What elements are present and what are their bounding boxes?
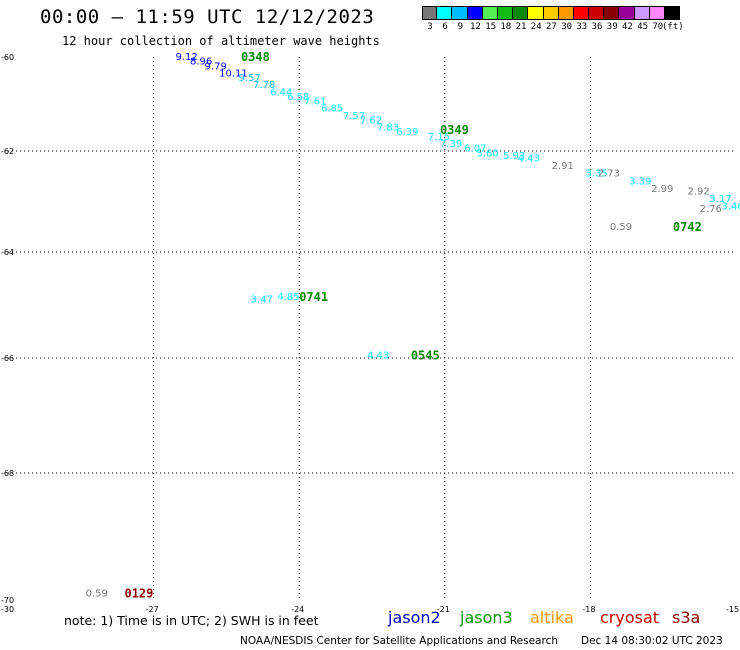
lat-tick-label: -60 xyxy=(1,53,14,62)
color-swatch xyxy=(437,6,453,20)
swh-value-label: 2.76 xyxy=(700,204,722,215)
swh-value-label: 7.61 xyxy=(304,97,326,108)
lon-tick-label: -15 xyxy=(726,605,739,614)
swh-value-label: 3.39 xyxy=(629,176,651,187)
color-swatch xyxy=(589,6,605,20)
color-scale-label: 36 xyxy=(591,22,603,32)
map-subtitle: 12 hour collection of altimeter wave hei… xyxy=(62,34,380,48)
color-scale-bar xyxy=(422,6,681,20)
swh-value-label: 3.35 xyxy=(586,169,608,180)
color-swatch xyxy=(452,6,468,20)
footer-note: note: 1) Time is in UTC; 2) SWH is in fe… xyxy=(64,613,319,628)
swh-value-label: 2.91 xyxy=(552,161,574,172)
legend-item-cryosat: cryosat xyxy=(600,608,660,627)
swh-value-label: 3.47 xyxy=(251,295,273,306)
color-scale-label: 24 xyxy=(530,22,542,32)
swh-value-label: 2.73 xyxy=(598,169,620,180)
legend-item-s3a: s3a xyxy=(672,608,701,627)
swh-value-label: 6.07 xyxy=(464,144,486,155)
swh-value-label: 9.79 xyxy=(205,61,227,72)
swh-value-label: 2.92 xyxy=(687,186,709,197)
swh-value-label: 7.15 xyxy=(428,132,450,143)
pass-time-label: 0741 xyxy=(299,290,328,304)
lon-tick-label: -30 xyxy=(1,605,14,614)
color-scale-label: 15 xyxy=(485,22,497,32)
swh-value-label: 9.12 xyxy=(175,52,197,63)
color-swatch xyxy=(467,6,483,20)
color-swatch xyxy=(619,6,635,20)
color-swatch xyxy=(634,6,650,20)
swh-value-label: 7.57 xyxy=(343,111,365,122)
color-swatch xyxy=(422,6,438,20)
swh-value-label: 5.60 xyxy=(476,149,498,160)
swh-value-label: 3.46 xyxy=(721,202,740,213)
lat-tick-label: -62 xyxy=(1,147,14,156)
pass-time-label: 0348 xyxy=(241,50,270,64)
color-swatch xyxy=(543,6,559,20)
color-scale-label: 39 xyxy=(606,22,618,32)
color-swatch xyxy=(649,6,665,20)
lon-tick-label: -21 xyxy=(437,605,450,614)
legend-item-jason2: jason2 xyxy=(388,608,441,627)
swh-value-label: 6.39 xyxy=(396,127,418,138)
color-scale-label: 30 xyxy=(561,22,573,32)
swh-value-label: 4.85 xyxy=(277,292,299,303)
lat-tick-label: -64 xyxy=(1,248,14,257)
color-swatch xyxy=(573,6,590,20)
color-scale-label: 42 xyxy=(622,22,633,32)
lat-tick-label: -66 xyxy=(1,354,14,363)
swh-value-label: 6.85 xyxy=(321,104,343,115)
color-swatch xyxy=(558,6,574,20)
swh-value-label: 2.99 xyxy=(651,184,673,195)
lon-tick-label: -27 xyxy=(146,605,159,614)
swh-value-label: 4.43 xyxy=(367,350,389,361)
pass-time-label: 0545 xyxy=(411,348,440,362)
swh-value-label: 0.59 xyxy=(610,222,632,233)
color-swatch xyxy=(513,6,529,20)
color-scale-label: 27 xyxy=(546,22,557,32)
swh-value-label: 0.59 xyxy=(86,589,108,600)
color-scale-label: 70 xyxy=(652,22,664,32)
swh-value-label: 7.62 xyxy=(360,115,382,126)
swh-value-label: 7.83 xyxy=(377,123,399,134)
credit-text: NOAA/NESDIS Center for Satellite Applica… xyxy=(240,635,558,647)
legend-item-jason3: jason3 xyxy=(460,608,513,627)
swh-value-label: 10.11 xyxy=(219,68,248,79)
swh-value-label: 4.43 xyxy=(518,154,540,165)
color-scale-label: 21 xyxy=(515,22,527,32)
color-swatch xyxy=(482,6,498,20)
swh-value-label: 7.78 xyxy=(253,80,275,91)
swh-value-label: 6.58 xyxy=(287,92,309,103)
color-swatch xyxy=(528,6,544,20)
lon-tick-label: -24 xyxy=(291,605,304,614)
color-scale-label: 3 xyxy=(427,22,433,32)
color-scale-label: 18 xyxy=(500,22,512,32)
color-scale-label: 45 xyxy=(637,22,649,32)
map-title: 00:00 – 11:59 UTC 12/12/2023 xyxy=(40,6,375,28)
color-scale-label: (ft) xyxy=(662,22,684,32)
color-scale-label: 12 xyxy=(470,22,481,32)
color-swatch xyxy=(497,6,514,20)
swh-value-label: 5.93 xyxy=(503,151,525,162)
pass-time-label: 0742 xyxy=(673,220,702,234)
pass-time-label: 0349 xyxy=(440,123,469,137)
swh-value-label: 3.17 xyxy=(709,194,731,205)
color-scale-label: 33 xyxy=(576,22,588,32)
timestamp-text: Dec 14 08:30:02 UTC 2023 xyxy=(581,635,723,647)
color-swatch xyxy=(604,6,620,20)
color-scale-label: 6 xyxy=(442,22,448,32)
pass-time-label: 0129 xyxy=(124,587,153,601)
lat-tick-label: -70 xyxy=(1,596,14,605)
swh-value-label: 9.57 xyxy=(239,73,261,84)
swh-value-label: 6.44 xyxy=(270,87,292,98)
lon-tick-label: -18 xyxy=(582,605,595,614)
lat-tick-label: -68 xyxy=(1,469,14,478)
color-swatch xyxy=(665,6,681,20)
swh-value-label: 8.96 xyxy=(190,57,212,68)
swh-value-label: 7.39 xyxy=(440,139,462,150)
color-scale-label: 9 xyxy=(457,22,464,32)
legend-item-altika: altika xyxy=(530,608,574,627)
